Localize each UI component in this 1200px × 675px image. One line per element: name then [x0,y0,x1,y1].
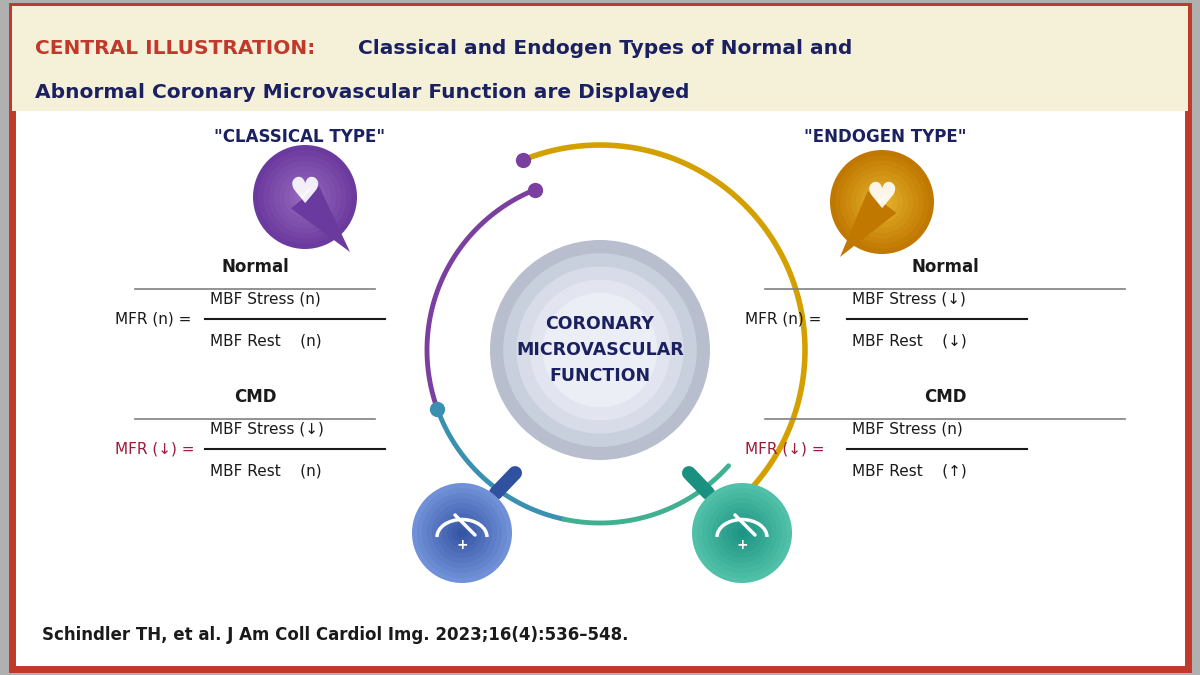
Text: CORONARY
MICROVASCULAR
FUNCTION: CORONARY MICROVASCULAR FUNCTION [516,315,684,385]
Text: MBF Rest    (↓): MBF Rest (↓) [852,333,967,348]
Circle shape [529,279,671,421]
Text: Schindler TH, et al. J Am Coll Cardiol Img. 2023;16(4):536–548.: Schindler TH, et al. J Am Coll Cardiol I… [42,626,629,644]
Circle shape [300,192,310,202]
Circle shape [412,483,512,583]
Circle shape [284,176,326,218]
Circle shape [862,181,902,223]
Circle shape [830,150,934,254]
Circle shape [437,508,487,558]
Circle shape [856,176,908,228]
Circle shape [289,182,320,213]
Text: MBF Stress (↓): MBF Stress (↓) [210,422,324,437]
FancyArrowPatch shape [689,473,708,493]
Circle shape [418,488,508,578]
Text: ✓: ✓ [875,191,889,209]
Text: MBF Rest    (n): MBF Rest (n) [210,464,322,479]
Circle shape [258,151,352,244]
Text: "ENDOGEN TYPE": "ENDOGEN TYPE" [804,128,966,146]
Circle shape [851,171,913,233]
Circle shape [490,240,710,460]
Bar [12,6,1188,111]
Text: Normal: Normal [221,258,289,276]
Circle shape [737,528,746,538]
Polygon shape [840,191,896,257]
Text: MFR (↓) =: MFR (↓) = [745,441,829,456]
Text: ♥: ♥ [289,176,322,210]
Circle shape [269,161,342,234]
Text: Classical and Endogen Types of Normal and: Classical and Endogen Types of Normal an… [358,40,852,59]
Circle shape [422,493,502,573]
Circle shape [442,513,482,553]
Circle shape [692,483,792,583]
Circle shape [712,503,772,563]
Circle shape [516,267,684,433]
Text: MFR (↓) =: MFR (↓) = [115,441,199,456]
Polygon shape [292,186,350,252]
Text: +: + [456,538,468,552]
Text: CENTRAL ILLUSTRATION:: CENTRAL ILLUSTRATION: [35,40,316,59]
Text: MBF Rest    (n): MBF Rest (n) [210,333,322,348]
FancyArrowPatch shape [496,473,515,493]
Circle shape [427,498,497,568]
Circle shape [432,503,492,563]
Text: Abnormal Coronary Microvascular Function are Displayed: Abnormal Coronary Microvascular Function… [35,84,690,103]
Text: MBF Stress (↓): MBF Stress (↓) [852,292,966,307]
Circle shape [846,165,918,238]
Circle shape [457,528,467,538]
Circle shape [877,197,887,207]
Circle shape [840,161,924,244]
Text: Normal: Normal [911,258,979,276]
Circle shape [866,186,898,217]
Circle shape [871,192,893,213]
Text: ♥: ♥ [866,181,898,215]
Circle shape [732,523,752,543]
Text: CMD: CMD [924,388,966,406]
Circle shape [718,508,767,558]
Circle shape [446,518,478,548]
Circle shape [274,166,336,228]
Circle shape [542,293,658,407]
Circle shape [452,523,472,543]
Text: MBF Rest    (↑): MBF Rest (↑) [852,464,967,479]
Text: MFR (n) =: MFR (n) = [745,311,827,327]
Text: ✓: ✓ [298,186,312,204]
Text: CMD: CMD [234,388,276,406]
Circle shape [278,171,331,223]
Circle shape [707,498,778,568]
Text: MBF Stress (n): MBF Stress (n) [210,292,320,307]
Circle shape [835,155,929,249]
Circle shape [253,145,358,249]
Circle shape [264,155,347,238]
Text: "CLASSICAL TYPE": "CLASSICAL TYPE" [215,128,385,146]
Circle shape [697,488,787,578]
Circle shape [727,518,757,548]
Text: MFR (n) =: MFR (n) = [115,311,197,327]
Circle shape [702,493,782,573]
Circle shape [503,253,697,447]
Text: +: + [736,538,748,552]
Circle shape [722,513,762,553]
Circle shape [295,186,316,207]
Text: MBF Stress (n): MBF Stress (n) [852,422,962,437]
